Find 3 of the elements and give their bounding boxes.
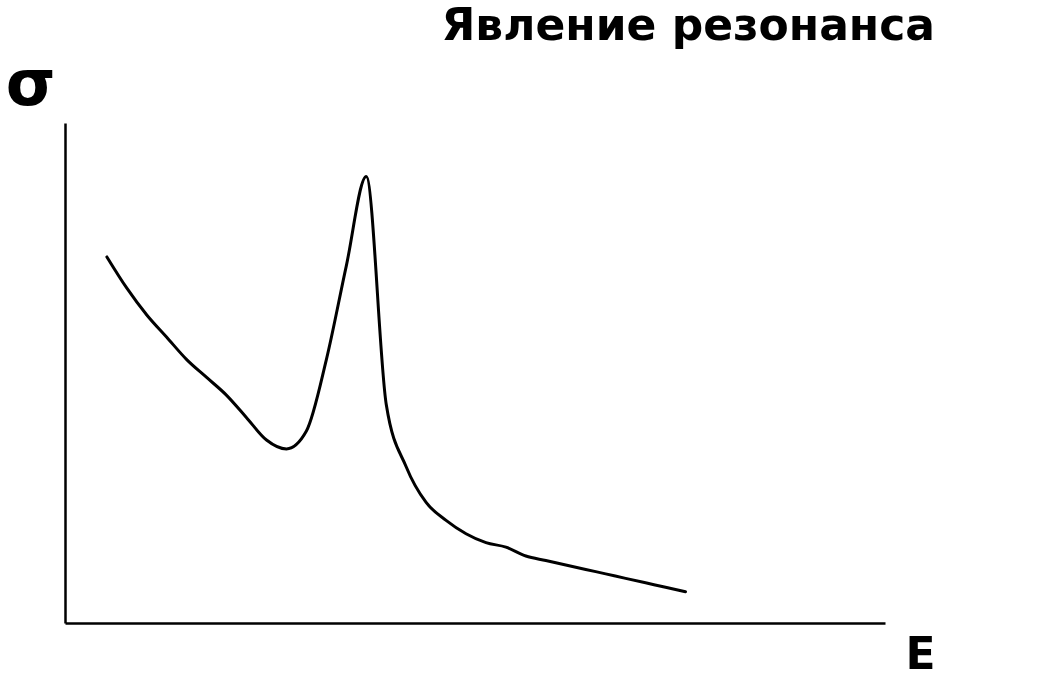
chart-title: Явление резонанса: [441, 0, 936, 50]
x-axis-title: E: [905, 627, 936, 679]
y-axis-title: σ: [5, 45, 56, 120]
